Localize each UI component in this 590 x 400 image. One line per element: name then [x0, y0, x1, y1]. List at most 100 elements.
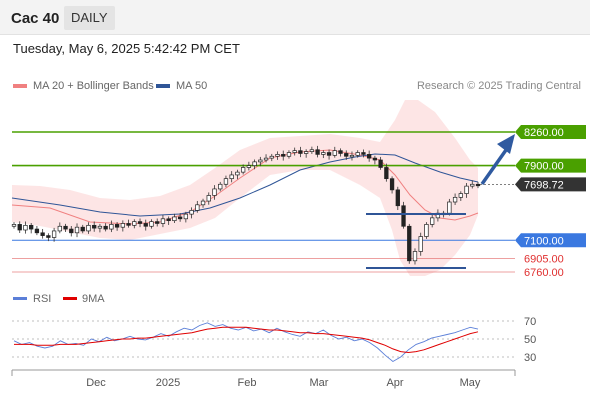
candle-body: [338, 150, 343, 154]
candle-body: [269, 155, 274, 159]
x-tick-label: Dec: [86, 377, 106, 389]
candle-body: [132, 221, 137, 226]
candle-body: [149, 221, 154, 227]
candle-body: [109, 224, 114, 230]
candle-body: [344, 153, 349, 157]
candle-body: [321, 152, 326, 155]
candle-body: [470, 183, 475, 187]
ma20-label: MA 20 + Bollinger Bands: [33, 80, 154, 92]
candle-body: [189, 210, 194, 215]
candle-body: [412, 251, 418, 262]
candle-body: [361, 152, 366, 155]
ma9-line: [14, 326, 479, 354]
timeframe-button[interactable]: DAILY: [64, 6, 115, 30]
candle-body: [447, 201, 452, 214]
level-label-3: 7100.00: [524, 235, 564, 247]
candle-body: [69, 228, 74, 234]
rsi-swatch: [13, 297, 27, 300]
candle-body: [298, 150, 303, 154]
rsi-legend-label: RSI: [33, 293, 51, 305]
candle-body: [430, 217, 435, 225]
candle-body: [275, 154, 280, 157]
bollinger-band: [12, 100, 478, 276]
x-tick-label: 2025: [156, 377, 180, 389]
candle-body: [303, 151, 309, 154]
candle-body: [452, 196, 458, 203]
candle-body: [92, 224, 97, 229]
level-label-5: 6760.00: [524, 267, 564, 279]
candle-body: [97, 225, 103, 229]
candle-body: [401, 205, 406, 227]
ma50-swatch: [156, 84, 170, 89]
level-tag-0: [515, 125, 586, 139]
candle-body: [177, 216, 183, 220]
candle-body: [74, 226, 80, 234]
candle-body: [86, 224, 91, 232]
candle-body: [200, 200, 206, 206]
ma20-swatch: [13, 84, 27, 89]
x-tick-label: Feb: [238, 377, 257, 389]
candle-body: [229, 174, 234, 180]
candle-body: [137, 221, 143, 224]
candle-body: [23, 224, 28, 231]
ma9-swatch: [63, 297, 77, 300]
candle-body: [281, 154, 286, 157]
candle-body: [240, 167, 246, 173]
level-label-2: 7698.72: [524, 179, 564, 191]
level-label-4: 6905.00: [524, 253, 564, 265]
instrument-title: Cac 40: [11, 10, 60, 27]
candle-body: [120, 223, 125, 228]
candle-body: [309, 149, 315, 152]
candle-body: [458, 193, 463, 198]
candle-body: [367, 154, 372, 159]
candle-body: [80, 226, 85, 232]
candle-body: [46, 235, 51, 238]
rsi-line: [13, 322, 479, 363]
candle-body: [407, 225, 412, 262]
rsi-tick-70: 70: [524, 316, 536, 328]
candle-body: [292, 150, 297, 153]
level-label-1: 7900.00: [524, 161, 564, 173]
level-tag-2: [515, 177, 586, 192]
ma9-legend-label: 9MA: [82, 293, 105, 305]
candle-body: [286, 152, 292, 157]
candle-body: [29, 224, 34, 230]
level-label-0: 8260.00: [524, 127, 564, 139]
candle-body: [143, 223, 148, 227]
candle-body: [126, 223, 131, 226]
legend-ma20: MA 20 + Bollinger Bands: [13, 80, 154, 92]
candle-body: [40, 232, 45, 236]
candle-body: [218, 183, 223, 190]
candle-body: [51, 230, 57, 238]
candle-body: [172, 216, 177, 222]
rsi-tick-30: 30: [524, 352, 536, 364]
forecast-arrow-head: [497, 134, 515, 154]
candle-body: [11, 224, 17, 227]
ma50-label: MA 50: [176, 80, 208, 92]
candle-body: [206, 195, 211, 202]
candle-body: [332, 150, 337, 156]
candle-body: [57, 225, 62, 232]
candle-body: [378, 159, 383, 168]
candle-body: [263, 157, 269, 161]
candle-body: [389, 178, 395, 191]
candle-body: [155, 221, 160, 224]
x-tick-label: May: [460, 377, 481, 389]
credit-text: Research © 2025 Trading Central: [416, 80, 581, 92]
candle-body: [212, 188, 217, 196]
candle-body: [315, 149, 320, 155]
candle-body: [475, 183, 481, 187]
candle-body: [246, 165, 252, 168]
candle-body: [114, 224, 120, 228]
candle-body: [424, 224, 429, 237]
forecast-arrow-shaft: [480, 148, 508, 186]
candle-body: [258, 159, 263, 163]
candle-body: [252, 161, 257, 166]
candle-body: [63, 225, 68, 230]
legend-ma50: MA 50: [156, 80, 207, 92]
x-tick-label: Mar: [310, 377, 329, 389]
candle-body: [166, 218, 171, 222]
candle-body: [195, 204, 200, 211]
candle-body: [395, 189, 400, 207]
